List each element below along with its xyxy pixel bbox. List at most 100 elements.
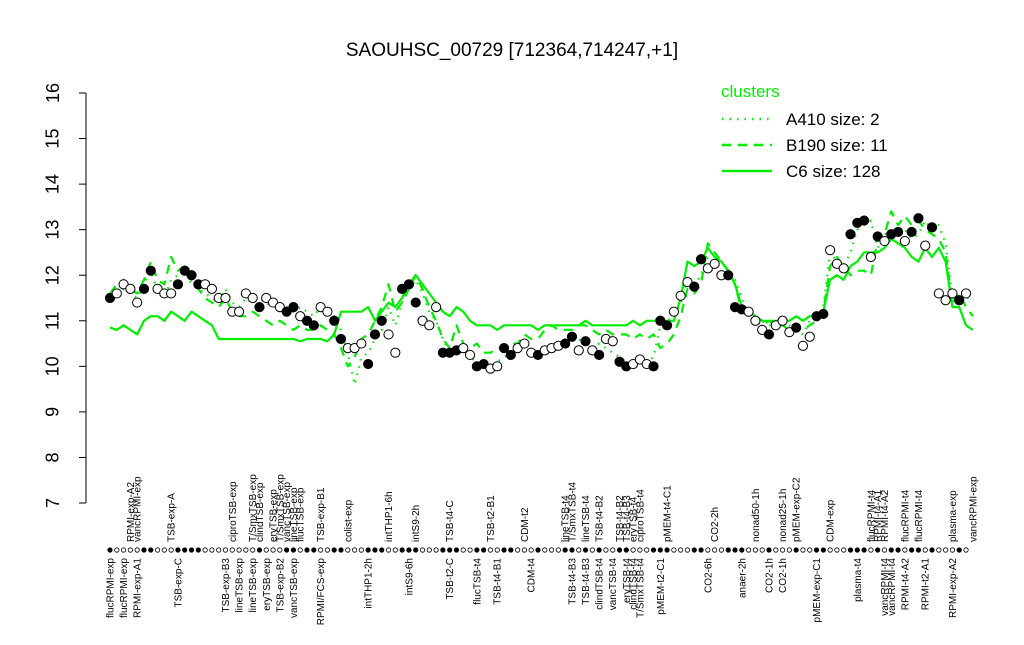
rug-marker: [467, 547, 473, 553]
data-point: [132, 297, 143, 308]
x-tick-label: flucTSB-exp: [296, 487, 307, 542]
rug-marker: [528, 547, 534, 553]
rug-marker: [684, 547, 691, 553]
data-point: [356, 338, 367, 349]
rug-marker: [487, 547, 494, 553]
rug-marker: [678, 547, 684, 553]
rug-marker: [392, 547, 398, 553]
y-tick-label: 13: [43, 220, 63, 240]
rug-marker: [515, 547, 521, 553]
data-point: [858, 215, 870, 226]
x-tick-label: intS9-2h: [411, 505, 422, 542]
rug-marker: [589, 547, 595, 553]
rug-marker: [358, 547, 364, 553]
rug-marker: [827, 547, 833, 553]
data-point: [233, 306, 245, 317]
data-point: [308, 320, 319, 331]
data-point: [186, 270, 197, 281]
rug-marker: [324, 547, 330, 553]
x-tick-label: clindTSB-t4: [595, 558, 606, 610]
y-tick-label: 7: [43, 498, 63, 508]
rug-marker: [650, 547, 657, 553]
legend-title: clusters: [721, 82, 780, 101]
data-point: [329, 315, 340, 326]
data-point: [661, 320, 673, 331]
rug-marker: [331, 547, 337, 553]
rug-marker: [148, 547, 154, 553]
x-tick-label: lineTSB-t4: [581, 495, 592, 542]
rug-marker: [922, 547, 928, 553]
rug-marker: [807, 547, 813, 553]
data-point: [111, 288, 122, 299]
data-point: [954, 295, 965, 306]
data-point: [573, 345, 584, 356]
rug-marker: [270, 547, 276, 553]
rug-marker: [773, 547, 779, 553]
x-tick-label: RPMI-t4-A2: [880, 489, 891, 542]
rug-marker: [603, 547, 609, 553]
rug-marker: [766, 547, 772, 553]
data-point: [247, 292, 258, 304]
x-tick-label: T/SmxTSB-exp: [275, 474, 286, 542]
x-tick-label: flucRPMI-t4: [866, 489, 877, 542]
data-point: [390, 347, 401, 358]
rug-marker: [222, 547, 229, 553]
x-tick-label: TSB-t4-B1: [493, 558, 504, 605]
y-tick-label: 9: [43, 407, 63, 417]
rug-marker: [949, 547, 956, 553]
data-point: [750, 315, 761, 326]
rug-marker: [447, 547, 453, 553]
rug-marker: [256, 547, 263, 553]
data-point: [166, 288, 177, 299]
rug-marker: [813, 547, 820, 553]
data-point: [172, 279, 184, 290]
data-point: [845, 229, 856, 240]
data-point: [865, 251, 876, 263]
x-tick-label: vancRPMI-exp: [133, 476, 144, 542]
x-tick-label: RPMI-exp-A1: [133, 558, 144, 618]
x-tick-labels-bottom: flucRPMI-exp flucRPMI-exp RPMI-exp-A1 TSB-e…: [106, 558, 959, 626]
data-point: [818, 308, 829, 320]
rug-marker: [888, 547, 894, 553]
rug-marker: [141, 547, 147, 553]
x-tick-label: pMEM-t2-C1: [656, 558, 667, 615]
x-tick-label: T/SmxTSB-t4: [635, 558, 646, 618]
x-tick-label: RPMI/FCS-exp: [316, 558, 327, 626]
x-tick-label: clindTSB-exp: [255, 482, 266, 542]
data-point: [892, 226, 904, 238]
rug-marker: [379, 547, 385, 553]
rug-marker: [494, 547, 500, 553]
y-tick-label: 10: [43, 356, 63, 376]
x-tick-label: vancTSB-exp: [282, 482, 293, 542]
rug-marker: [752, 547, 758, 553]
x-tick-label: ciproTSB-t4: [635, 489, 646, 542]
x-tick-label: CDM-t4: [527, 558, 538, 593]
data-point: [797, 340, 809, 351]
x-tick-label: RPMI-t4-A2: [900, 558, 911, 611]
sample-rug: [107, 547, 969, 553]
rug-marker: [229, 547, 235, 553]
legend-label: B190 size: 11: [786, 136, 888, 155]
rug-marker: [351, 547, 358, 553]
rug-marker: [562, 547, 568, 553]
x-tick-label: CO2-1h: [778, 558, 789, 593]
x-tick-label: flucRPMI-exp: [119, 558, 130, 618]
x-tick-label: nonad50-1h: [751, 489, 762, 542]
data-point: [675, 290, 686, 301]
data-point: [689, 281, 700, 292]
x-tick-label: flucRPMI-exp: [106, 558, 117, 618]
data-point: [335, 333, 347, 345]
rug-marker: [385, 547, 392, 553]
chart-title: SAOUHSC_00729 [712364,714247,+1]: [346, 40, 678, 61]
data-point: [695, 254, 707, 265]
data-point: [791, 322, 802, 333]
rug-marker: [881, 547, 888, 553]
data-point: [899, 235, 910, 247]
rug-marker: [535, 547, 541, 553]
data-point: [933, 288, 944, 299]
rug-marker: [304, 547, 310, 553]
rug-marker: [569, 547, 575, 553]
data-point: [825, 245, 836, 256]
